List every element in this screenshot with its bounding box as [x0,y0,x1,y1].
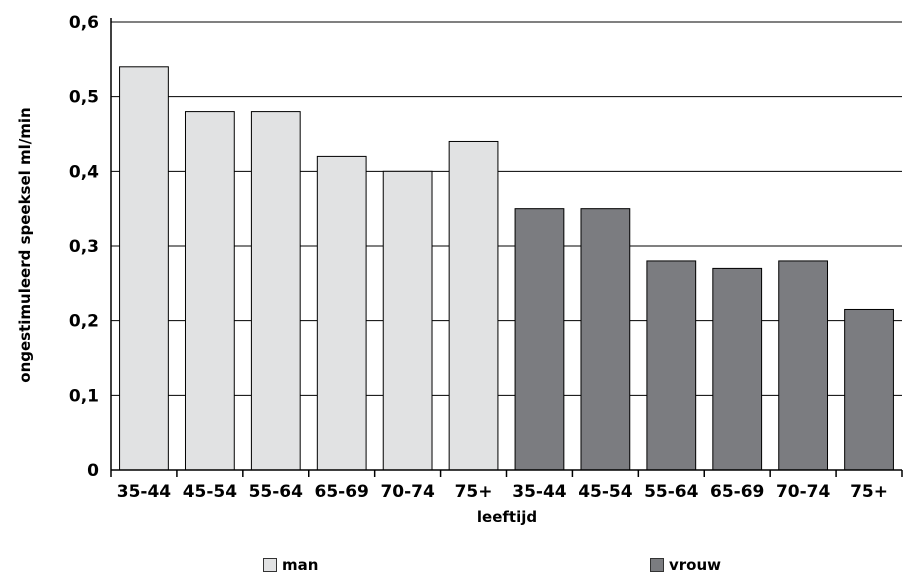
bar-vrouw-35-44 [514,208,565,471]
x-tick-label: 35-44 [117,482,172,502]
x-tick-label: 65-69 [315,482,369,502]
y-tick-label: 0,2 [69,312,99,332]
bar-vrouw-75+ [844,308,894,471]
y-tick-label: 0,4 [69,162,99,182]
x-tick-labels: 35-44 45-54 55-64 65-69 70-74 75+ 35-44 45-54 55… [117,482,888,502]
bar-man-70-74 [382,170,433,471]
y-tick-label: 0,6 [69,13,99,33]
x-tick-label: 75+ [850,482,888,502]
y-tick-label: 0,3 [69,237,99,257]
y-axis-title: ongestimuleerd speeksel ml/min [16,107,34,382]
y-tick-label: 0 [87,461,99,481]
axes [110,18,903,477]
bar-man-45-54 [184,111,235,471]
gridlines [111,21,902,396]
bar-vrouw-55-64 [646,260,697,471]
x-tick-label: 75+ [455,482,493,502]
bar-vrouw-45-54 [580,208,631,471]
bar-man-55-64 [250,111,301,471]
x-axis-title: leeftijd [477,508,537,526]
bar-man-75+ [448,140,499,471]
x-tick-label: 70-74 [380,482,435,502]
x-tick-label: 65-69 [710,482,764,502]
legend-label-vrouw: vrouw [669,556,722,574]
bar-vrouw-70-74 [778,260,829,471]
x-tick-label: 35-44 [512,482,567,502]
bars [119,66,894,471]
x-tick-label: 55-64 [249,482,304,502]
legend-item-vrouw: vrouw [650,556,721,574]
x-tick-label: 70-74 [776,482,831,502]
y-tick-labels: 0 0,1 0,2 0,3 0,4 0,5 0,6 [69,13,99,481]
y-tick-label: 0,5 [69,88,99,108]
legend-label-man: man [282,556,319,574]
legend-item-man: man [263,556,318,574]
bar-man-65-69 [316,155,367,471]
x-tick-label: 55-64 [644,482,699,502]
x-tick-label: 45-54 [578,482,633,502]
legend-swatch-man [263,558,277,572]
legend-swatch-vrouw [650,558,664,572]
bar-man-35-44 [119,66,169,471]
bar-vrouw-65-69 [712,267,763,471]
y-tick-label: 0,1 [69,386,99,406]
x-tick-label: 45-54 [183,482,238,502]
